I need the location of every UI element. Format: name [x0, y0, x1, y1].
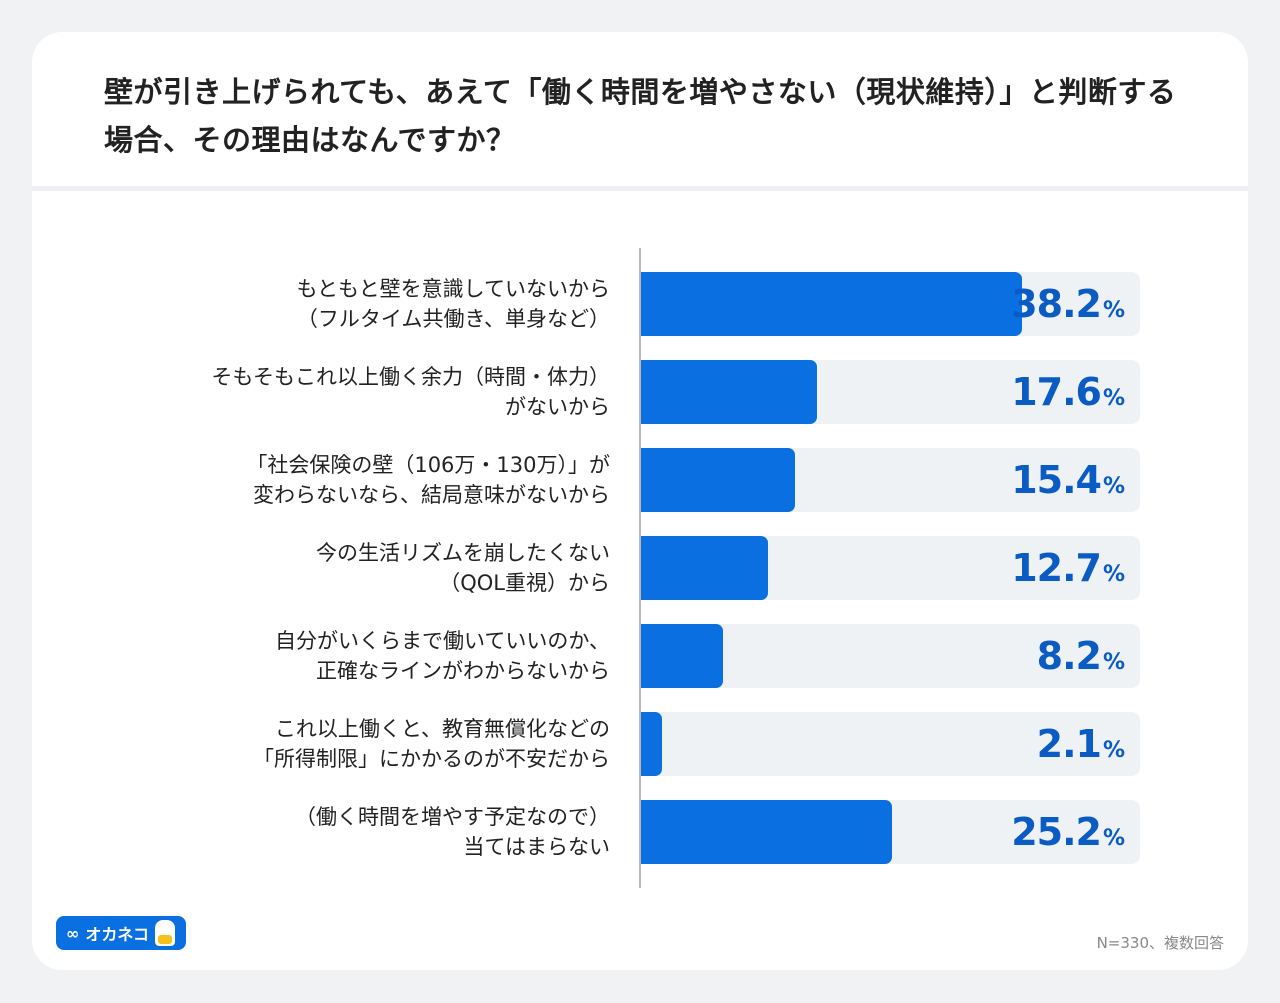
category-label-line: 自分がいくらまで働いていいのか、 [275, 629, 610, 653]
category-label-line: そもそもこれ以上働く余力（時間・体力） [211, 365, 610, 389]
chart-card: 壁が引き上げられても、あえて「働く時間を増やさない（現状維持）」と判断する場合、… [32, 32, 1248, 970]
value-label: 17.6% [1011, 360, 1125, 424]
category-label-line: 当てはまらない [463, 835, 610, 859]
bar [641, 712, 662, 776]
category-label: もともと壁を意識していないから （フルタイム共働き、単身など） [296, 272, 610, 336]
category-label-line: もともと壁を意識していないから [296, 277, 610, 301]
value-suffix: % [1102, 649, 1125, 675]
bar-row: 自分がいくらまで働いていいのか、正確なラインがわからないから 8.2% [32, 624, 1248, 688]
category-label-line: 正確なラインがわからないから [316, 659, 610, 683]
bar [641, 536, 768, 600]
value-suffix: % [1102, 561, 1125, 587]
chart-title: 壁が引き上げられても、あえて「働く時間を増やさない（現状維持）」と判断する場合、… [104, 75, 1177, 157]
category-label-line: 今の生活リズムを崩したくない [316, 541, 610, 565]
bar [641, 448, 795, 512]
category-label-line: 変わらないなら、結局意味がないから [253, 483, 610, 507]
logo-text: オカネコ [85, 925, 150, 944]
value-suffix: % [1102, 825, 1125, 851]
category-label: （働く時間を増やす予定なので） 当てはまらない [295, 800, 610, 864]
bar-row: 「社会保険の壁（106万・130万）」が変わらないなら、結局意味がないから 15.… [32, 448, 1248, 512]
value-suffix: % [1102, 737, 1125, 763]
value-number: 15.4 [1011, 458, 1102, 502]
category-label: これ以上働くと、教育無償化などの「所得制限」にかかるのが不安だから [253, 712, 610, 776]
value-label: 2.1% [1036, 712, 1125, 776]
category-label: そもそもこれ以上働く余力（時間・体力） がないから [211, 360, 610, 424]
bar-row: もともと壁を意識していないから （フルタイム共働き、単身など） 38.2% [32, 272, 1248, 336]
category-label-line: （働く時間を増やす予定なので） [295, 805, 610, 829]
value-label: 12.7% [1011, 536, 1125, 600]
bar-row: 今の生活リズムを崩したくない （QOL重視）から 12.7% [32, 536, 1248, 600]
value-number: 8.2 [1036, 634, 1102, 678]
bar-row: そもそもこれ以上働く余力（時間・体力） がないから 17.6% [32, 360, 1248, 424]
bar [641, 800, 893, 864]
category-label: 「社会保険の壁（106万・130万）」が変わらないなら、結局意味がないから [246, 448, 610, 512]
value-number: 17.6 [1011, 370, 1102, 414]
cat-mascot-icon [155, 920, 176, 946]
bar-row: これ以上働くと、教育無償化などの「所得制限」にかかるのが不安だから 2.1% [32, 712, 1248, 776]
value-label: 8.2% [1036, 624, 1125, 688]
category-label-line: （QOL重視）から [439, 571, 610, 595]
okaneko-logo: ∞ オカネコ [56, 916, 186, 950]
category-label-line: これ以上働くと、教育無償化などの [274, 717, 610, 741]
value-label: 25.2% [1011, 800, 1125, 864]
value-number: 12.7 [1011, 546, 1102, 590]
bar [641, 624, 723, 688]
category-label-line: （フルタイム共働き、単身など） [296, 307, 610, 331]
y-axis-line [639, 248, 641, 888]
category-label-line: 「社会保険の壁（106万・130万）」が [246, 453, 610, 477]
category-label-line: 「所得制限」にかかるのが不安だから [253, 747, 610, 771]
value-label: 15.4% [1011, 448, 1125, 512]
chart-header: 壁が引き上げられても、あえて「働く時間を増やさない（現状維持）」と判断する場合、… [32, 32, 1248, 191]
bar [641, 272, 1023, 336]
sample-note: N=330、複数回答 [1096, 934, 1224, 952]
value-number: 38.2 [1011, 282, 1102, 326]
value-suffix: % [1102, 297, 1125, 323]
bar-track [641, 624, 1140, 688]
value-number: 25.2 [1011, 810, 1102, 854]
category-label: 自分がいくらまで働いていいのか、正確なラインがわからないから [275, 624, 610, 688]
category-label-line: がないから [505, 395, 610, 419]
category-label: 今の生活リズムを崩したくない （QOL重視）から [316, 536, 610, 600]
infinity-icon: ∞ [66, 923, 80, 943]
value-label: 38.2% [1011, 272, 1125, 336]
value-number: 2.1 [1036, 722, 1102, 766]
bar [641, 360, 817, 424]
value-suffix: % [1102, 385, 1125, 411]
value-suffix: % [1102, 473, 1125, 499]
bar-row: （働く時間を増やす予定なので） 当てはまらない 25.2% [32, 800, 1248, 864]
bar-track [641, 712, 1140, 776]
